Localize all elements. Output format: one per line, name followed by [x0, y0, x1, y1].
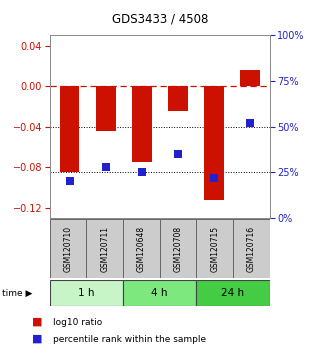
Text: 24 h: 24 h	[221, 288, 245, 298]
Bar	[196, 280, 270, 306]
Bar	[123, 219, 160, 278]
Bar	[50, 219, 86, 278]
Text: GSM120708: GSM120708	[174, 225, 183, 272]
Bar	[86, 219, 123, 278]
Point	[247, 120, 252, 126]
Text: GSM120711: GSM120711	[100, 226, 109, 272]
Point	[175, 151, 180, 157]
Text: GSM120716: GSM120716	[247, 225, 256, 272]
Text: GSM120648: GSM120648	[137, 225, 146, 272]
Text: time ▶: time ▶	[2, 289, 32, 298]
Bar	[168, 86, 188, 112]
Point	[211, 175, 216, 181]
Point	[139, 169, 144, 175]
Text: GSM120715: GSM120715	[210, 225, 219, 272]
Text: log10 ratio: log10 ratio	[53, 318, 102, 327]
Bar	[233, 219, 270, 278]
Text: ■: ■	[32, 334, 43, 344]
Text: GDS3433 / 4508: GDS3433 / 4508	[112, 13, 209, 26]
Bar	[50, 280, 123, 306]
Bar	[240, 70, 260, 86]
Bar	[196, 219, 233, 278]
Text: 4 h: 4 h	[152, 288, 168, 298]
Bar	[60, 86, 80, 172]
Point	[67, 178, 72, 184]
Text: percentile rank within the sample: percentile rank within the sample	[53, 335, 206, 344]
Text: GSM120710: GSM120710	[64, 225, 73, 272]
Point	[103, 164, 108, 170]
Bar	[160, 219, 196, 278]
Bar	[132, 86, 152, 162]
Text: ■: ■	[32, 317, 43, 327]
Bar	[96, 86, 116, 131]
Bar	[123, 280, 196, 306]
Bar	[204, 86, 224, 200]
Text: 1 h: 1 h	[78, 288, 95, 298]
